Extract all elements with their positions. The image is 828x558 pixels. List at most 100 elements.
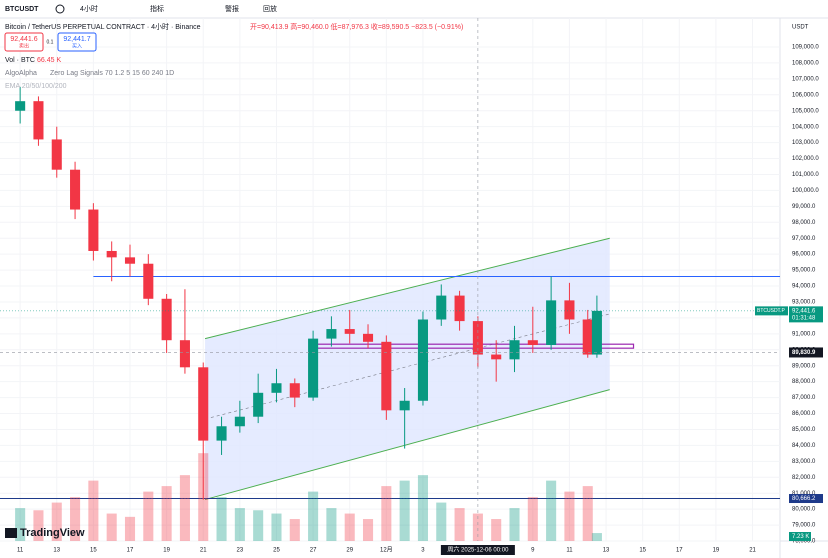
indicators[interactable]: 指标: [150, 4, 164, 13]
volume-legend: Vol · BTC: [5, 57, 35, 64]
y-tick-label: 105,000.0: [792, 108, 819, 114]
volume-bar: [472, 513, 483, 541]
y-tick-label: 93,000.0: [792, 300, 816, 306]
volume-bar: [216, 497, 227, 541]
sell-button[interactable]: [4, 32, 44, 52]
volume-bar: [143, 491, 154, 541]
x-tick-label: 13: [603, 548, 610, 554]
volume-bar: [591, 533, 602, 541]
x-tick-label: 23: [237, 548, 244, 554]
volume-bar: [527, 497, 538, 541]
volume-bar: [70, 497, 81, 541]
volume-bar: [436, 502, 447, 541]
candle-body: [51, 139, 62, 170]
indicator: Zero Lag Signals 70 1.2 5 15 60 240 1D: [50, 70, 174, 77]
y-tick-label: 109,000.0: [792, 45, 819, 51]
price-tag-label: 92,441.6: [792, 308, 816, 314]
volume-bar: [88, 480, 99, 541]
y-tick-label: 87,000.0: [792, 395, 816, 401]
candle-body: [271, 383, 282, 393]
candle-body: [216, 426, 227, 441]
x-tick-label: 11: [566, 548, 573, 554]
x-tick-label: 15: [90, 548, 97, 554]
candle-body: [436, 295, 447, 320]
y-tick-label: 103,000.0: [792, 140, 819, 146]
y-tick-label: 96,000.0: [792, 252, 816, 258]
candle-body: [591, 310, 602, 355]
symbol-tag-label: BTCUSDT.P: [757, 308, 785, 314]
x-tick-label: 9: [531, 548, 535, 554]
ema-legend: EMA 20/50/100/200: [5, 83, 67, 90]
candle-body: [527, 340, 538, 345]
y-tick-label: 95,000.0: [792, 268, 816, 274]
volume-bar: [362, 519, 374, 541]
y-tick-label: 78,000.0: [792, 539, 816, 545]
x-tick-label: 19: [163, 548, 170, 554]
y-tick-label: 97,000.0: [792, 236, 816, 242]
x-tick-label: 19: [713, 548, 720, 554]
volume-bar: [271, 513, 282, 541]
candle-body: [491, 354, 502, 360]
symbol[interactable]: BTCUSDT: [5, 6, 39, 13]
y-tick-label: 81,000.0: [792, 491, 816, 497]
interval[interactable]: 4小时: [80, 4, 98, 13]
candle-body: [198, 367, 209, 441]
toolbar: [0, 0, 828, 18]
candle-body: [399, 400, 410, 411]
x-tick-label: 17: [127, 548, 134, 554]
y-tick-label: 91,000.0: [792, 331, 816, 337]
crosshair-time-box: [440, 545, 515, 555]
candle-body: [33, 101, 44, 140]
x-tick-label: 29: [346, 548, 353, 554]
y-tick-label: 104,000.0: [792, 124, 819, 130]
volume-bar: [106, 513, 117, 541]
x-tick-label: 17: [676, 548, 683, 554]
candle-body: [308, 338, 319, 398]
volume-bar: [253, 510, 264, 541]
y-tick-label: 83,000.0: [792, 459, 816, 465]
candle-body: [582, 319, 593, 355]
price-tag-label: 80,666.2: [792, 496, 816, 502]
channel-mid: [204, 313, 610, 420]
symbol-tag: [755, 306, 788, 316]
y-tick-label: 94,000.0: [792, 284, 816, 290]
buy-price[interactable]: 92,441.7: [63, 36, 90, 43]
buy-button[interactable]: [57, 32, 97, 52]
buy-label[interactable]: 买入: [72, 42, 82, 49]
watermark: TradingView: [20, 527, 85, 539]
x-tick-label: 13: [53, 548, 60, 554]
volume-bar: [582, 486, 593, 541]
candle-body: [454, 295, 465, 322]
y-tick-label: 98,000.0: [792, 220, 816, 226]
channel-fill: [205, 238, 610, 500]
sell-price[interactable]: 92,441.6: [10, 36, 37, 43]
y-tick-label: 82,000.0: [792, 475, 816, 481]
candle-body: [15, 101, 26, 111]
legend-title: Bitcoin / TetherUS PERPETUAL CONTRACT · …: [5, 22, 201, 31]
candle-body: [179, 340, 190, 368]
alerts[interactable]: 警报: [225, 4, 239, 13]
candle-body: [88, 209, 99, 251]
currency: USDT: [792, 25, 809, 31]
volume-bar: [15, 508, 26, 541]
qty: 0.1: [47, 39, 54, 45]
crosshair-time: 周六 2025-12-06 00:00: [447, 546, 509, 554]
legend-ohlc: 开=90,413.9 高=90,460.0 低=87,976.3 收=89,59…: [250, 22, 463, 31]
volume-bar: [234, 508, 245, 541]
replay[interactable]: 回放: [263, 4, 277, 13]
volume-bar: [454, 508, 465, 541]
crosshair-price-box: [789, 347, 823, 358]
indicator-author: AlgoAlpha: [5, 70, 37, 77]
volume-bar: [564, 491, 575, 541]
sell-label[interactable]: 卖出: [19, 42, 29, 49]
add-symbol[interactable]: [55, 4, 65, 14]
candle-body: [326, 329, 337, 339]
x-tick-label: 12月: [380, 547, 393, 554]
x-tick-label: 21: [200, 548, 207, 554]
volume-legend-value: 66.45 K: [37, 57, 61, 64]
x-tick-label: 21: [749, 548, 756, 554]
candle-body: [253, 392, 264, 417]
candle-body: [289, 383, 300, 398]
y-tick-label: 99,000.0: [792, 204, 816, 210]
